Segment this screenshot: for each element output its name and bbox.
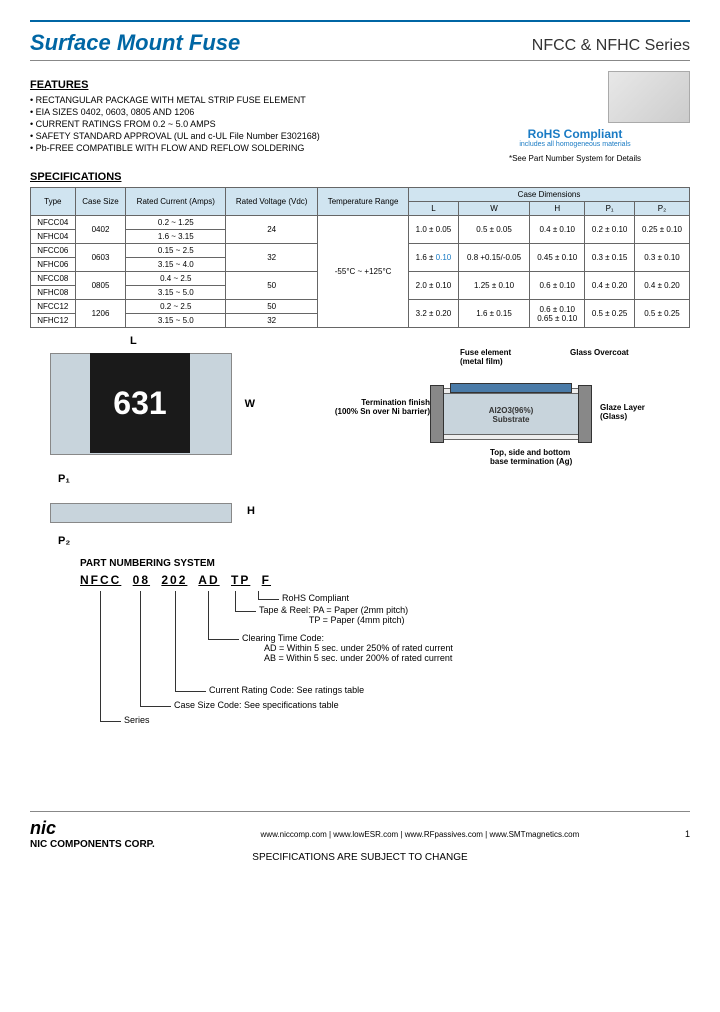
rohs-area: RoHS Compliant includes all homogeneous … bbox=[460, 71, 690, 163]
part-number-tree: RoHS Compliant Tape & Reel: PA = Paper (… bbox=[80, 591, 690, 771]
top-rule bbox=[30, 20, 690, 22]
company-logo: nic bbox=[30, 818, 56, 838]
spec-heading: SPECIFICATIONS bbox=[30, 171, 690, 183]
substrate: Al2O3(96%) Substrate bbox=[440, 393, 582, 435]
product-photo bbox=[608, 71, 690, 123]
features-heading: FEATURES bbox=[30, 79, 320, 91]
feature-item: RECTANGULAR PACKAGE WITH METAL STRIP FUS… bbox=[30, 95, 320, 105]
package-drawing: L 631 W P₁ H P₂ bbox=[30, 343, 310, 533]
feature-item: SAFETY STANDARD APPROVAL (UL and c-UL Fi… bbox=[30, 131, 320, 141]
header-row: Surface Mount Fuse NFCC & NFHC Series bbox=[30, 30, 690, 61]
feature-item: EIA SIZES 0402, 0603, 0805 AND 1206 bbox=[30, 107, 320, 117]
footer: nic NIC COMPONENTS CORP. www.niccomp.com… bbox=[30, 811, 690, 863]
rohs-label: RoHS Compliant bbox=[460, 127, 690, 141]
col-type: Type bbox=[31, 188, 76, 216]
col-size: Case Size bbox=[75, 188, 126, 216]
part-number-example: NFCC 08 202 AD TP F bbox=[80, 573, 690, 587]
col-temp: Temperature Range bbox=[318, 188, 409, 216]
feature-item: Pb-FREE COMPATIBLE WITH FLOW AND REFLOW … bbox=[30, 143, 320, 153]
col-P1: P₁ bbox=[585, 202, 635, 216]
top-view: L 631 W P₁ bbox=[30, 343, 250, 473]
col-H: H bbox=[530, 202, 585, 216]
page-number: 1 bbox=[685, 829, 690, 839]
feature-item: CURRENT RATINGS FROM 0.2 ~ 5.0 AMPS bbox=[30, 119, 320, 129]
table-row: NFCC04 0402 0.2 ~ 1.25 24 -55°C ~ +125°C… bbox=[31, 216, 690, 230]
side-view: H P₂ bbox=[30, 503, 250, 533]
footer-note: SPECIFICATIONS ARE SUBJECT TO CHANGE bbox=[30, 852, 690, 863]
series-label: NFCC & NFHC Series bbox=[532, 37, 690, 55]
col-W: W bbox=[458, 202, 529, 216]
company-name: NIC COMPONENTS CORP. bbox=[30, 839, 155, 850]
col-L: L bbox=[409, 202, 459, 216]
diagrams-row: L 631 W P₁ H P₂ Fuse element (metal film… bbox=[30, 343, 690, 533]
page-title: Surface Mount Fuse bbox=[30, 30, 240, 56]
footer-links: www.niccomp.com | www.lowESR.com | www.R… bbox=[261, 830, 580, 839]
part-numbering: PART NUMBERING SYSTEM NFCC 08 202 AD TP … bbox=[30, 558, 690, 771]
fuse-marking: 631 bbox=[90, 353, 190, 453]
spec-table: Type Case Size Rated Current (Amps) Rate… bbox=[30, 187, 690, 328]
cross-section: Fuse element (metal film) Glass Overcoat… bbox=[330, 343, 670, 533]
datasheet-page: Surface Mount Fuse NFCC & NFHC Series FE… bbox=[0, 0, 720, 883]
col-P2: P₂ bbox=[634, 202, 689, 216]
rohs-footnote: *See Part Number System for Details bbox=[460, 154, 690, 163]
features-list: RECTANGULAR PACKAGE WITH METAL STRIP FUS… bbox=[30, 95, 320, 153]
features-block: FEATURES RECTANGULAR PACKAGE WITH METAL … bbox=[30, 71, 320, 163]
col-current: Rated Current (Amps) bbox=[126, 188, 226, 216]
rohs-sublabel: includes all homogeneous materials bbox=[460, 141, 690, 148]
col-voltage: Rated Voltage (Vdc) bbox=[226, 188, 318, 216]
col-dims: Case Dimensions bbox=[409, 188, 690, 202]
table-header-row: Type Case Size Rated Current (Amps) Rate… bbox=[31, 188, 690, 202]
features-area: FEATURES RECTANGULAR PACKAGE WITH METAL … bbox=[30, 71, 690, 163]
